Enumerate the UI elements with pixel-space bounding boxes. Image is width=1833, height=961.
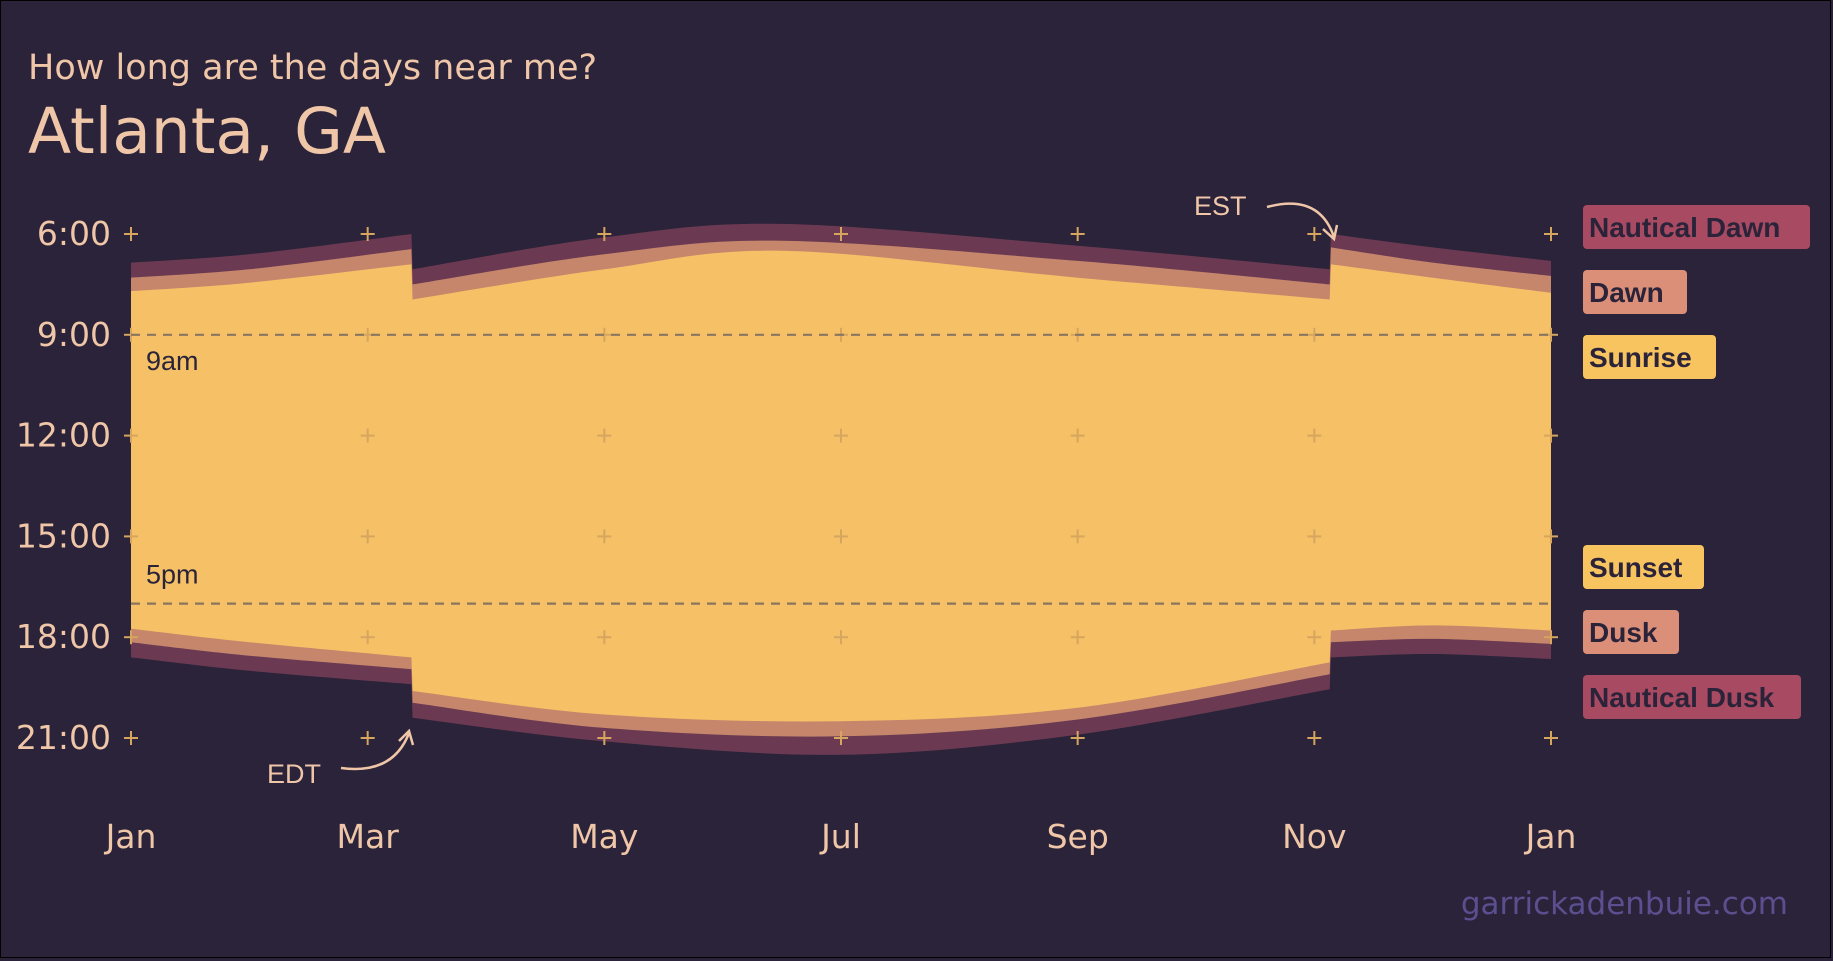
x-tick-label: Mar: [337, 817, 400, 856]
edt-arrow-head: [398, 728, 415, 746]
y-tick-label: 6:00: [37, 214, 111, 253]
x-tick-label: Jan: [1524, 817, 1577, 856]
y-tick-label: 15:00: [16, 516, 111, 555]
edt-annotation: EDT: [267, 728, 415, 789]
legend-label: Sunrise: [1589, 342, 1692, 373]
y-tick-label: 12:00: [16, 416, 111, 455]
legend-swatch: [1583, 270, 1687, 314]
x-tick-label: May: [570, 817, 638, 856]
legend-label: Sunset: [1589, 552, 1682, 583]
y-tick-label: 21:00: [16, 718, 111, 757]
est-label: EST: [1194, 191, 1247, 221]
reference-lines: 9am 5pm: [131, 333, 1551, 605]
legend-label: Nautical Dawn: [1589, 212, 1780, 243]
x-tick-label: Jul: [819, 817, 861, 856]
edt-label: EDT: [267, 759, 321, 789]
est-annotation: EST: [1194, 191, 1339, 242]
chart-title: Atlanta, GA: [28, 95, 386, 168]
credit-text: garrickadenbuie.com: [1461, 886, 1788, 922]
legend-swatch: [1583, 335, 1716, 379]
edt-arrow: [340, 732, 411, 771]
x-tick-label: Nov: [1282, 817, 1346, 856]
legend-swatch: [1583, 205, 1810, 249]
grid-crosses: [124, 227, 1558, 745]
est-arrow: [1266, 202, 1336, 238]
reference-label-9am: 9am: [146, 346, 199, 376]
y-tick-label: 18:00: [16, 617, 111, 656]
legend-swatch: [1583, 610, 1679, 654]
x-tick-label: Jan: [104, 817, 157, 856]
legend-swatch: [1583, 675, 1801, 719]
x-axis: Jan Mar May Jul Sep Nov Jan: [104, 817, 1577, 856]
daylight-bands: [131, 223, 1551, 755]
reference-label-5pm: 5pm: [146, 560, 199, 590]
legend-label: Dusk: [1589, 617, 1658, 648]
legend-swatch: [1583, 545, 1704, 589]
legend-label: Nautical Dusk: [1589, 682, 1775, 713]
chart-subtitle: How long are the days near me?: [28, 48, 597, 88]
legend-label: Dawn: [1589, 277, 1664, 308]
y-axis: 6:00 9:00 12:00 15:00 18:00 21:00: [16, 214, 111, 757]
est-arrow-head: [1322, 224, 1339, 242]
y-tick-label: 9:00: [37, 315, 111, 354]
x-tick-label: Sep: [1047, 817, 1109, 856]
legend: Nautical Dawn Dawn Sunrise Sunset Dusk Nautic…: [1583, 205, 1810, 719]
